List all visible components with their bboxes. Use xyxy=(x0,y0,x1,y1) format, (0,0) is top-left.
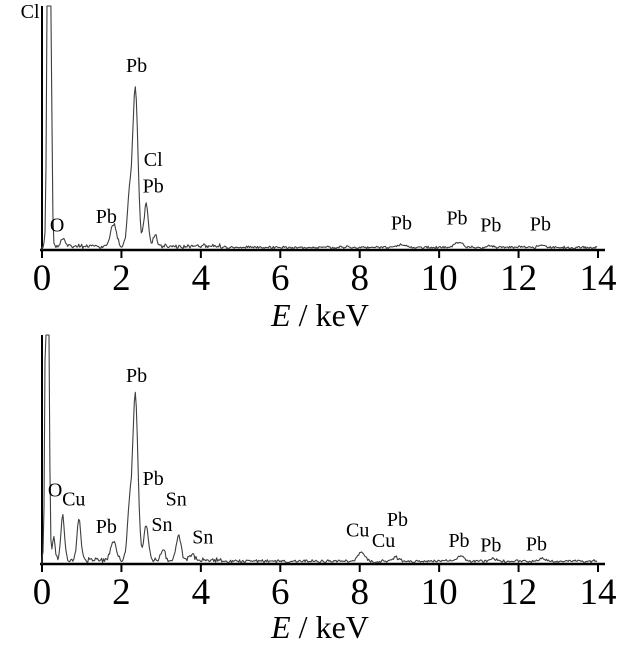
peak-label-o: O xyxy=(50,215,64,237)
peak-label-pb: Pb xyxy=(96,516,117,538)
spectrum-line xyxy=(41,5,598,250)
x-axis-tick-label: 12 xyxy=(500,258,537,299)
peak-label-o: O xyxy=(48,479,62,501)
peak-label-pb: Pb xyxy=(448,530,469,552)
x-axis-tick-label: 2 xyxy=(112,258,131,299)
x-axis-tick-label: 4 xyxy=(192,572,211,613)
peak-label-pb: Pb xyxy=(96,206,117,228)
peak-label-pb: Pb xyxy=(126,365,147,387)
peak-label-cu: Cu xyxy=(346,520,369,542)
peak-label-pb: Pb xyxy=(143,468,164,490)
x-axis-tick-label: 14 xyxy=(580,258,617,299)
x-axis-tick-label: 8 xyxy=(350,258,369,299)
peak-label-pb: Pb xyxy=(126,55,147,77)
x-axis-tick-label: 12 xyxy=(500,572,537,613)
x-axis-title: E / keV xyxy=(270,297,369,332)
x-axis-tick-label: 10 xyxy=(421,258,458,299)
x-axis-tick-label: 14 xyxy=(580,572,617,613)
x-axis-tick-label: 10 xyxy=(421,572,458,613)
peak-label-pb: Pb xyxy=(143,176,164,198)
peak-label-cl: Cl xyxy=(144,149,163,171)
x-axis-tick-label: 0 xyxy=(33,258,52,299)
peak-label-sn: Sn xyxy=(192,526,213,548)
peak-label-cu: Cu xyxy=(62,489,85,511)
x-axis-tick-label: 2 xyxy=(112,572,131,613)
peak-label-cl: Cl xyxy=(21,1,40,23)
peak-label-pb: Pb xyxy=(480,534,501,556)
x-axis-tick-label: 4 xyxy=(192,258,211,299)
x-axis-tick-label: 6 xyxy=(271,258,290,299)
peak-label-pb: Pb xyxy=(526,533,547,555)
peak-label-pb: Pb xyxy=(446,207,467,229)
peak-label-pb: Pb xyxy=(530,214,551,236)
peak-label-sn: Sn xyxy=(166,489,187,511)
x-axis-tick-label: 0 xyxy=(33,572,52,613)
peak-label-cu: Cu xyxy=(372,530,395,552)
x-axis-tick-label: 8 xyxy=(350,572,369,613)
x-axis-tick-label: 6 xyxy=(271,572,290,613)
x-axis-title: E / keV xyxy=(270,609,369,645)
peak-label-pb: Pb xyxy=(387,509,408,531)
peak-label-sn: Sn xyxy=(151,514,172,536)
peak-label-pb: Pb xyxy=(480,215,501,237)
spectrum-line xyxy=(41,334,598,564)
peak-label-pb: Pb xyxy=(391,212,412,234)
eds-spectrum-top: 0 2 4 6 8 10 12 14 E / keV Cl O Pb Pb Cl Pb Pb Pb Pb Pb xyxy=(21,1,617,332)
